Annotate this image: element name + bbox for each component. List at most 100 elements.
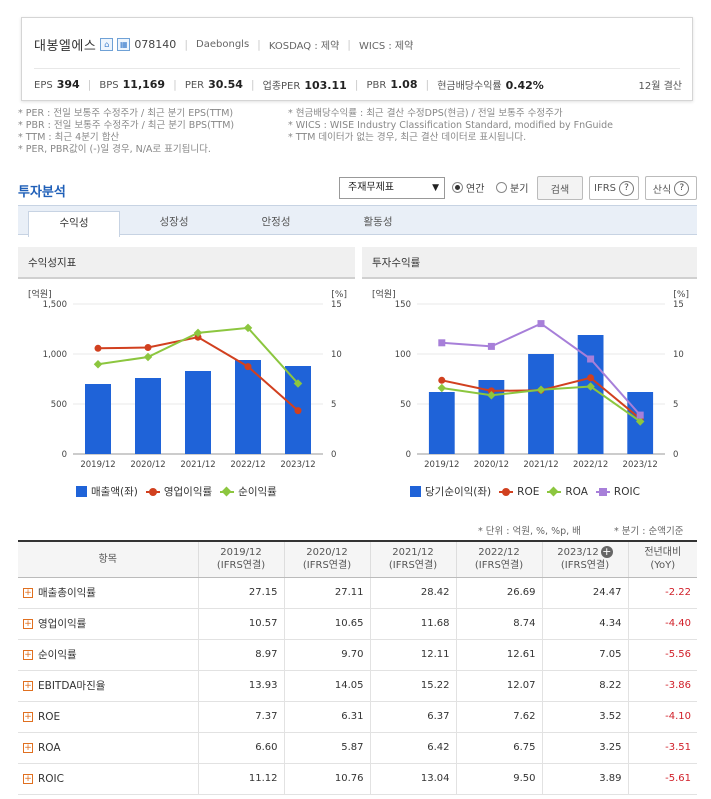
row-label-text: EBITDA마진율 <box>38 680 106 692</box>
formula-button-label: 산식 <box>652 184 672 196</box>
y-tick-right: 0 <box>331 450 336 460</box>
legend-item-roa: ROA <box>547 486 588 498</box>
tab-activity[interactable]: 활동성 <box>363 216 393 228</box>
footnote-line: * PBR : 전일 보통주 수정주가 / 최근 분기 BPS(TTM) <box>18 120 235 131</box>
metric-value: 103.11 <box>304 79 347 92</box>
period-note: * 분기 : 순액기준 <box>614 526 684 537</box>
expand-row-icon[interactable]: + <box>23 742 33 753</box>
y-axis-right-label: [%] <box>331 290 347 300</box>
legend-label: 영업이익률 <box>163 486 213 498</box>
legend-item-roic: ROIC <box>595 486 640 498</box>
yoy-cell: -4.40 <box>628 608 697 640</box>
table-cell: 11.68 <box>370 608 457 640</box>
data-point <box>437 383 447 393</box>
radio-dot[interactable] <box>496 182 507 193</box>
company-code: 078140 <box>134 38 177 51</box>
formula-help-button[interactable]: 산식 ? <box>645 176 697 200</box>
tab-growth[interactable]: 성장성 <box>159 216 189 228</box>
x-tick-label: 2023/12 <box>280 460 315 470</box>
table-cell: 6.75 <box>456 732 543 764</box>
expand-row-icon[interactable]: + <box>23 711 33 722</box>
col-header: 전년대비 (YoY) <box>628 540 697 578</box>
row-label[interactable]: + ROIC <box>18 763 199 795</box>
wics-info: WICS : 제약 <box>359 41 414 52</box>
bar-2021/12 <box>185 371 211 454</box>
company-header: 대봉엘에스 ⌂ ▦ 078140 | Daebongls | KOSDAQ : … <box>21 17 693 101</box>
x-tick-label: 2020/12 <box>474 460 509 470</box>
y-tick-left: 0 <box>62 450 67 460</box>
question-icon: ? <box>674 180 690 196</box>
building-icon[interactable]: ▦ <box>117 38 131 51</box>
legend-item-revenue: 매출액(좌) <box>76 484 138 499</box>
statement-select-value: 주재무제표 <box>348 182 394 193</box>
statement-select[interactable]: 주재무제표 ▼ <box>339 177 445 199</box>
metric-pbr: PBR 1.08 <box>367 78 418 91</box>
expand-row-icon[interactable]: + <box>23 588 33 598</box>
legend-item-net-income: 당기순이익(좌) <box>410 484 491 499</box>
row-label[interactable]: + 매출총이익률 <box>18 577 199 609</box>
y-tick-left: 150 <box>395 300 411 310</box>
radio-annual-label: 연간 <box>466 184 485 195</box>
table-row: + 순이익률 8.97 9.70 12.11 12.61 7.05 -5.56 <box>18 639 697 671</box>
ifrs-help-button[interactable]: IFRS ? <box>589 176 639 200</box>
row-label[interactable]: + ROE <box>18 701 199 733</box>
footnote-line: * PER : 전일 보통주 수정주가 / 최근 분기 EPS(TTM) <box>18 108 234 119</box>
row-label[interactable]: + EBITDA마진율 <box>18 670 199 702</box>
col-header-item: 항목 <box>18 540 199 578</box>
expand-row-icon[interactable]: + <box>23 619 33 629</box>
row-label[interactable]: + 영업이익률 <box>18 608 199 640</box>
metric-업종per: 업종PER 103.11 <box>263 77 347 92</box>
company-title-row: 대봉엘에스 ⌂ ▦ 078140 | Daebongls | KOSDAQ : … <box>34 35 413 54</box>
bar-2019/12 <box>85 384 111 454</box>
x-tick-label: 2023/12 <box>623 460 658 470</box>
radio-annual[interactable]: 연간 <box>452 180 484 195</box>
profitability-table: 항목 2019/12 (IFRS연결) 2020/12 (IFRS연결) 2021/12(… <box>18 540 697 795</box>
footnote-line: * 현금배당수익률 : 최근 결산 수정DPS(현금) / 전일 보통주 수정주… <box>288 108 563 119</box>
legend-item-net-margin: 순이익률 <box>220 484 277 499</box>
chart2-legend: 당기순이익(좌) ROE ROA ROIC <box>410 484 648 499</box>
tab-stability[interactable]: 안정성 <box>261 216 291 228</box>
y-tick-right: 5 <box>331 400 336 410</box>
table-cell: 10.76 <box>284 763 371 795</box>
data-point <box>487 342 495 350</box>
legend-swatch-line <box>547 486 562 496</box>
analysis-tabs: 수익성 성장성 안정성 활동성 <box>18 205 697 237</box>
table-cell: 13.93 <box>198 670 285 702</box>
table-row: + ROA 6.60 5.87 6.42 6.75 3.25 -3.51 <box>18 732 697 764</box>
table-cell: 10.65 <box>284 608 371 640</box>
row-label[interactable]: + 순이익률 <box>18 639 199 671</box>
data-point <box>438 339 446 347</box>
table-cell: 3.25 <box>542 732 629 764</box>
expand-row-icon[interactable]: + <box>23 650 33 660</box>
expand-plus-icon[interactable]: + <box>600 545 613 559</box>
col-header: 2021/12 (IFRS연결) <box>370 540 457 578</box>
chevron-down-icon: ▼ <box>432 183 439 193</box>
data-point <box>438 376 446 384</box>
data-point <box>144 344 152 351</box>
yoy-cell: -3.51 <box>628 732 697 764</box>
row-label[interactable]: + ROA <box>18 732 199 764</box>
footnote-line: * TTM 데이터가 없는 경우, 최근 결산 데이터로 표시됩니다. <box>288 132 527 143</box>
return-chart: [억원] [%] 0 0 50 5 100 10 150 15 2019/12 2020/12 2021… <box>372 288 689 470</box>
table-cell: 6.31 <box>284 701 371 733</box>
row-label-text: ROA <box>38 741 61 754</box>
data-point <box>487 387 495 395</box>
home-icon[interactable]: ⌂ <box>100 38 114 51</box>
data-point <box>93 360 103 369</box>
data-point <box>587 374 595 382</box>
legend-label: 매출액(좌) <box>91 486 138 498</box>
tab-profitability[interactable]: 수익성 <box>28 211 120 237</box>
search-button[interactable]: 검색 <box>537 176 583 200</box>
legend-item-op-margin: 영업이익률 <box>145 484 213 499</box>
settlement-month: 12월 결산 <box>638 81 682 92</box>
expand-row-icon[interactable]: + <box>23 773 33 784</box>
table-cell: 28.42 <box>370 577 457 609</box>
chart1-legend: 매출액(좌) 영업이익률 순이익률 <box>76 484 285 499</box>
footnote-line: * WICS : WISE Industry Classification St… <box>288 120 614 131</box>
table-cell: 12.11 <box>370 639 457 671</box>
expand-row-icon[interactable]: + <box>23 681 33 691</box>
table-cell: 4.34 <box>542 608 629 640</box>
row-label-text: 매출총이익률 <box>38 587 96 599</box>
radio-dot-checked[interactable] <box>452 182 463 193</box>
radio-quarter[interactable]: 분기 <box>496 180 528 195</box>
